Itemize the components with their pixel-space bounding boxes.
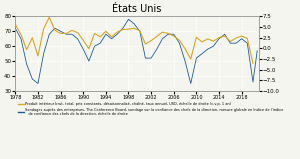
Title: États Unis: États Unis: [112, 4, 162, 14]
Legend: Produit intérieur brut, total, prix constants, désaisonnalisé, chaîné, taux annu: Produit intérieur brut, total, prix cons…: [17, 100, 285, 118]
